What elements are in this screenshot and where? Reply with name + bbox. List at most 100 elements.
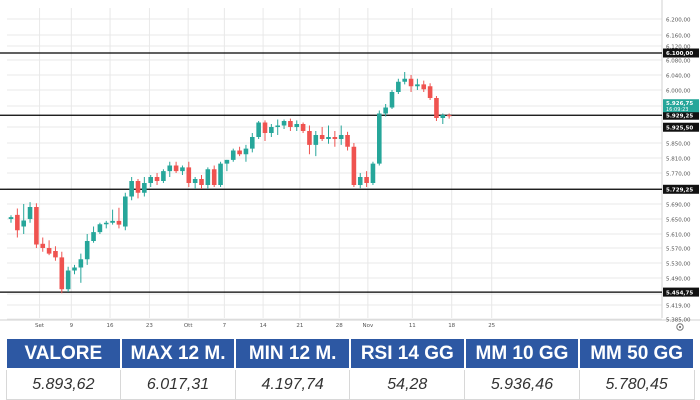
candle-body — [364, 177, 369, 183]
candle-body — [84, 241, 90, 260]
candle-body — [27, 207, 33, 219]
candle-body — [161, 171, 166, 181]
current-price-box — [663, 99, 699, 113]
candle-body — [446, 115, 452, 117]
candle-body — [110, 220, 115, 223]
y-tick-label: 6.160,00 — [666, 34, 691, 40]
header-mm-10gg: MM 10 GG — [463, 337, 581, 370]
x-tick-label: 21 — [296, 323, 303, 329]
y-tick-label: 6.200,00 — [666, 18, 691, 24]
header-max-12m: MAX 12 M. — [119, 337, 237, 370]
candle-body — [148, 177, 153, 183]
candlestick-chart: 6.200,00 6.160,00 6.120,00 6.080,00 6.040,00… — [0, 0, 700, 335]
candle-body — [40, 243, 46, 248]
x-tick-label: 9 — [70, 323, 74, 329]
candle-body — [34, 207, 39, 245]
candle-body — [383, 107, 388, 114]
header-rsi-14gg: RSI 14 GG — [348, 337, 466, 370]
candle-body — [46, 248, 52, 254]
candle-body — [408, 78, 414, 87]
y-tick-label: 5.490,00 — [666, 277, 691, 283]
candle-body — [440, 115, 446, 118]
candle-body — [224, 159, 230, 164]
x-tick-label: 11 — [409, 323, 416, 329]
candle-body — [65, 270, 71, 290]
candle-body — [396, 81, 401, 92]
candle-body — [402, 78, 407, 82]
x-tick-label: 28 — [336, 323, 343, 329]
y-tick-label: 5.690,00 — [666, 203, 691, 209]
candle-body — [167, 165, 173, 172]
header-valore: VALORE — [5, 337, 122, 370]
candle-body — [91, 232, 96, 241]
candle-body — [332, 137, 338, 139]
candle-body — [205, 169, 211, 185]
x-tick-label: Set — [35, 323, 45, 329]
current-price-label: 5.926,75 — [666, 101, 693, 107]
candle-body — [192, 179, 198, 183]
y-tick-label: 5.419,00 — [666, 304, 691, 310]
candle-body — [434, 98, 439, 118]
candle-body — [142, 183, 147, 193]
y-tick-label: 5.810,00 — [666, 157, 691, 163]
y-tick-label: 5.385,00 — [666, 318, 691, 324]
price-chart[interactable]: 6.200,00 6.160,00 6.120,00 6.080,00 6.040,00… — [0, 0, 700, 335]
level-label-box — [663, 110, 699, 120]
value-min-12m: 4.197,74 — [234, 368, 351, 400]
candle-body — [415, 84, 420, 87]
candle-body — [269, 127, 274, 133]
header-min-12m: MIN 12 M. — [234, 337, 351, 370]
header-mm-50gg: MM 50 GG — [578, 337, 695, 370]
value-max-12m: 6.017,31 — [120, 368, 236, 400]
candle-body — [243, 148, 249, 155]
candle-body — [389, 92, 395, 108]
candle-body — [345, 135, 350, 147]
y-tick-label: 6.080,00 — [666, 59, 691, 65]
candle-body — [237, 150, 242, 155]
candle-body — [135, 181, 141, 193]
candle-body — [97, 224, 103, 233]
y-tick-label: 5.530,00 — [666, 262, 691, 268]
stats-value-row: 5.893,62 6.017,31 4.197,74 54,28 5.936,4… — [5, 368, 695, 400]
candle-body — [116, 220, 122, 225]
candle-body — [173, 165, 179, 172]
candle-body — [281, 121, 287, 126]
candle-body — [21, 220, 26, 227]
candle-body — [313, 135, 319, 145]
candle-body — [250, 137, 255, 149]
value-mm-10gg: 5.936,46 — [464, 368, 580, 400]
candle-body — [319, 135, 325, 139]
y-tick-label: 5.650,00 — [666, 218, 691, 224]
candle-body — [338, 135, 344, 139]
level-label-box — [663, 184, 699, 194]
candle-body — [211, 169, 217, 185]
candle-body — [8, 217, 14, 219]
y-tick-label: 6.000,00 — [666, 89, 691, 95]
y-tick-label: 5.610,00 — [666, 233, 691, 239]
candle-body — [180, 167, 185, 172]
level-label: 6.100,00 — [666, 51, 693, 57]
price-label: 5.925,50 — [666, 125, 693, 131]
gear-icon[interactable] — [676, 323, 684, 331]
candle-body — [288, 121, 293, 127]
candle-body — [377, 113, 382, 164]
chart-background — [0, 0, 700, 335]
value-valore: 5.893,62 — [5, 368, 122, 400]
candle-body — [351, 146, 357, 185]
x-tick-label: 16 — [107, 323, 114, 329]
level-label: 5.729,25 — [666, 187, 693, 193]
y-tick-label: 5.850,00 — [666, 142, 691, 148]
candle-body — [262, 122, 268, 133]
candle-body — [72, 267, 77, 271]
candle-body — [326, 137, 331, 139]
y-tick-label: 6.120,00 — [666, 45, 691, 51]
candle-body — [154, 177, 160, 181]
x-tick-label: 18 — [448, 323, 455, 329]
y-tick-label: 5.570,00 — [666, 247, 691, 253]
candle-body — [103, 222, 109, 225]
y-tick-label: 6.040,00 — [666, 74, 691, 80]
candle-body — [230, 150, 236, 160]
x-tick-label: Nov — [363, 323, 374, 329]
candle-body — [370, 163, 376, 183]
candle-body — [15, 214, 20, 231]
